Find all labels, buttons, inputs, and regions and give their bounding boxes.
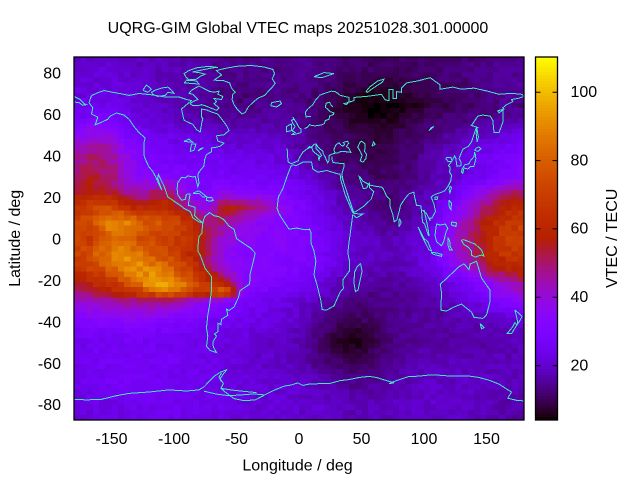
- svg-text:-80: -80: [38, 397, 61, 414]
- svg-text:VTEC / TECU: VTEC / TECU: [604, 189, 621, 288]
- svg-text:Longitude / deg: Longitude / deg: [242, 458, 352, 475]
- svg-text:UQRG-GIM Global VTEC maps 2025: UQRG-GIM Global VTEC maps 20251028.301.0…: [108, 20, 489, 37]
- svg-text:20: 20: [571, 358, 589, 375]
- svg-text:-40: -40: [38, 314, 61, 331]
- svg-text:100: 100: [571, 84, 598, 101]
- svg-text:-20: -20: [38, 273, 61, 290]
- svg-text:-50: -50: [225, 431, 248, 448]
- svg-text:20: 20: [43, 190, 61, 207]
- svg-text:60: 60: [43, 107, 61, 124]
- svg-text:80: 80: [43, 65, 61, 82]
- svg-text:100: 100: [411, 431, 438, 448]
- svg-text:Latitude / deg: Latitude / deg: [7, 190, 24, 287]
- svg-text:-150: -150: [95, 431, 127, 448]
- svg-text:150: 150: [473, 431, 500, 448]
- svg-text:60: 60: [571, 221, 589, 238]
- svg-text:50: 50: [353, 431, 371, 448]
- svg-text:0: 0: [295, 431, 304, 448]
- svg-text:-60: -60: [38, 356, 61, 373]
- svg-text:40: 40: [43, 148, 61, 165]
- svg-text:-100: -100: [158, 431, 190, 448]
- svg-text:0: 0: [52, 231, 61, 248]
- svg-text:40: 40: [571, 289, 589, 306]
- svg-text:80: 80: [571, 152, 589, 169]
